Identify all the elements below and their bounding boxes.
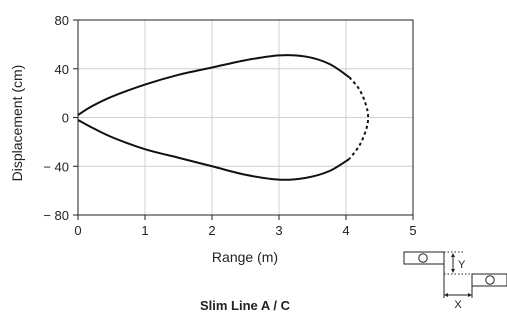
- x-tick-label: 2: [208, 223, 215, 238]
- inset-receiver-box: [471, 273, 507, 287]
- x-tick-label: 3: [275, 223, 282, 238]
- x-tick-label: 0: [74, 223, 81, 238]
- grid-lines: [78, 20, 413, 215]
- y-tick-label: 40: [55, 62, 69, 77]
- inset-diagram: Y X: [403, 251, 507, 311]
- inset-x-arrow-head-right: [468, 293, 472, 297]
- inset-emitter-box: [403, 251, 445, 265]
- y-tick-label: − 40: [43, 159, 69, 174]
- y-tick-labels: 80 40 0 − 40 − 80: [43, 13, 69, 223]
- x-tick-label: 4: [342, 223, 349, 238]
- detection-curve: [77, 119, 350, 181]
- x-axis-label: Range (m): [212, 249, 278, 265]
- inset-x-label: X: [454, 299, 462, 311]
- plot-frame: [73, 19, 414, 220]
- inset-y-arrow-head-top: [451, 253, 455, 257]
- x-tick-label: 1: [141, 223, 148, 238]
- inset-receiver-lens: [485, 275, 495, 285]
- detection-curves: [77, 54, 370, 181]
- inset-y-arrow-head-bottom: [451, 269, 455, 273]
- chart-caption: Slim Line A / C: [200, 298, 291, 313]
- x-tick-labels: 0 1 2 3 4 5: [74, 223, 416, 238]
- x-tick-label: 5: [409, 223, 416, 238]
- inset-x-arrow-head-left: [444, 293, 448, 297]
- inset-y-label: Y: [458, 259, 466, 271]
- y-tick-label: − 80: [43, 208, 69, 223]
- y-axis-label: Displacement (cm): [9, 65, 25, 182]
- y-tick-label: 80: [55, 13, 69, 28]
- y-tick-label: 0: [62, 111, 69, 126]
- detection-curve-dashed: [348, 76, 370, 160]
- inset-emitter-lens: [418, 253, 428, 263]
- detection-curve: [77, 54, 350, 116]
